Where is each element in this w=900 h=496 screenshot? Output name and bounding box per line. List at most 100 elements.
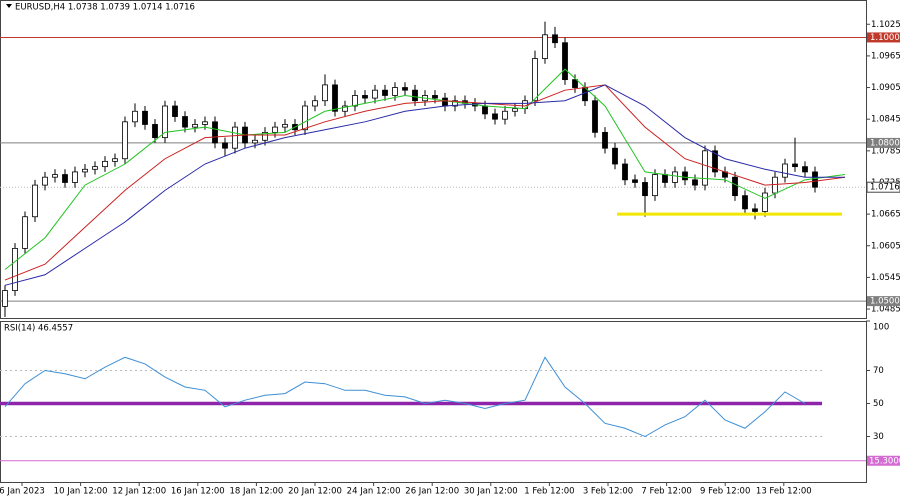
x-tick-label: 18 Jan 12:00 bbox=[229, 487, 283, 496]
candle-body bbox=[532, 58, 538, 102]
level-label: 1.1000 bbox=[870, 33, 900, 43]
candle-body bbox=[412, 89, 418, 102]
candle-body bbox=[652, 174, 658, 197]
candle-body bbox=[512, 108, 518, 112]
x-tick-label: 3 Feb 12:00 bbox=[583, 487, 633, 496]
candle-body bbox=[552, 34, 558, 44]
level-label: 1.0716 bbox=[870, 183, 900, 193]
y-tick-label: 1.0905 bbox=[871, 83, 900, 93]
y-tick-label: 1.0485 bbox=[871, 305, 900, 315]
y-tick-label: 1.0545 bbox=[871, 273, 900, 283]
candle-body bbox=[602, 131, 608, 149]
x-tick-label: 16 Jan 12:00 bbox=[171, 487, 225, 496]
candle-body bbox=[222, 142, 228, 149]
candle-body bbox=[152, 124, 158, 139]
x-tick-label: 10 Jan 12:00 bbox=[54, 487, 108, 496]
candle-body bbox=[62, 174, 68, 183]
level-label-box bbox=[866, 181, 900, 193]
indicator-line bbox=[4, 84, 846, 281]
candle-body bbox=[402, 87, 408, 91]
candle-body bbox=[382, 89, 388, 96]
level-label-box bbox=[867, 137, 900, 148]
candle-body bbox=[752, 208, 758, 212]
candle-body bbox=[352, 95, 358, 107]
candle-body bbox=[372, 89, 378, 99]
candle-body bbox=[172, 105, 178, 117]
level-label: 1.0800 bbox=[870, 138, 900, 148]
candle-body bbox=[692, 179, 698, 186]
x-tick-label: 9 Feb 12:00 bbox=[700, 487, 750, 496]
y-tick-label: 50 bbox=[873, 399, 884, 409]
candle-body bbox=[782, 163, 788, 178]
candle-body bbox=[672, 171, 678, 183]
candle-body bbox=[2, 290, 8, 307]
x-tick-label: 26 Jan 12:00 bbox=[405, 487, 459, 496]
x-tick-label: 13 Feb 12:00 bbox=[756, 487, 812, 496]
candle-body bbox=[542, 34, 548, 59]
x-tick-label: 1 Feb 12:00 bbox=[524, 487, 574, 496]
indicator-line bbox=[4, 84, 845, 286]
candle-body bbox=[22, 216, 28, 249]
candle-body bbox=[312, 100, 318, 107]
candle-body bbox=[42, 176, 48, 186]
candle-body bbox=[452, 100, 458, 107]
x-tick-label: 24 Jan 12:00 bbox=[347, 487, 401, 496]
level-label: 1.0500 bbox=[870, 297, 900, 307]
price-pane bbox=[0, 0, 867, 319]
candle-body bbox=[32, 184, 38, 218]
indicator-line bbox=[4, 68, 846, 270]
candle-body bbox=[122, 121, 128, 160]
candle-body bbox=[92, 166, 98, 170]
candle-body bbox=[82, 168, 88, 173]
price-title: EURUSD,H4 1.0738 1.0739 1.0714 1.0716 bbox=[15, 3, 195, 13]
candle-body bbox=[612, 147, 618, 165]
menu-arrow[interactable] bbox=[6, 4, 12, 8]
indicator-line bbox=[4, 356, 806, 438]
candle-body bbox=[482, 105, 488, 115]
candle-body bbox=[432, 95, 438, 99]
candle-body bbox=[102, 160, 108, 168]
candle-body bbox=[12, 247, 18, 291]
candle-body bbox=[622, 163, 628, 181]
candle-body bbox=[592, 100, 598, 133]
candle-body bbox=[702, 150, 708, 186]
candle-body bbox=[252, 139, 258, 144]
candle-body bbox=[662, 174, 668, 183]
candle-body bbox=[442, 97, 448, 107]
y-tick-label: 70 bbox=[873, 366, 884, 376]
level-label-box bbox=[867, 32, 900, 43]
candle-body bbox=[182, 116, 188, 128]
level-label: 15.3000 bbox=[869, 456, 900, 466]
candle-body bbox=[272, 126, 278, 133]
x-tick-label: 6 Jan 2023 bbox=[0, 487, 45, 496]
candle-body bbox=[142, 110, 148, 125]
candle-body bbox=[812, 171, 818, 188]
candle-body bbox=[332, 84, 338, 112]
y-tick-label: 1.0605 bbox=[871, 241, 900, 251]
y-tick-label: 30 bbox=[873, 432, 884, 442]
candle-body bbox=[232, 126, 238, 149]
candle-body bbox=[322, 84, 328, 102]
candle-body bbox=[282, 124, 288, 128]
y-tick-label: 1.0785 bbox=[871, 146, 900, 156]
rsi-title: RSI(14) 46.4557 bbox=[4, 324, 73, 334]
candle-body bbox=[392, 87, 398, 96]
candle-body bbox=[262, 131, 268, 141]
x-tick-label: 30 Jan 12:00 bbox=[464, 487, 518, 496]
candle-body bbox=[762, 192, 768, 212]
x-tick-label: 12 Jan 12:00 bbox=[112, 487, 166, 496]
candle-body bbox=[202, 121, 208, 125]
y-tick-label: 1.0965 bbox=[871, 51, 900, 61]
candle-body bbox=[492, 113, 498, 120]
candle-body bbox=[192, 124, 198, 128]
candle-body bbox=[562, 42, 568, 81]
y-tick-label: 1.1025 bbox=[871, 20, 900, 30]
candle-body bbox=[52, 174, 58, 178]
candle-body bbox=[112, 158, 118, 162]
candle-body bbox=[632, 179, 638, 183]
candle-body bbox=[72, 171, 78, 183]
candle-body bbox=[772, 176, 778, 194]
y-tick-label: 100 bbox=[873, 323, 889, 333]
candle-body bbox=[212, 121, 218, 144]
